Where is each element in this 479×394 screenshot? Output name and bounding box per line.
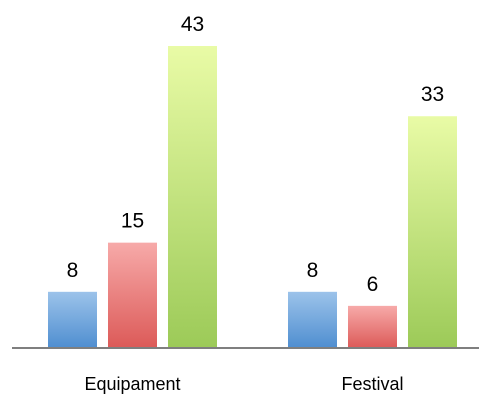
data-label-equipament-series-1: 8 xyxy=(67,259,79,282)
data-label-festival-series-3: 33 xyxy=(421,83,444,106)
data-label-equipament-series-2: 15 xyxy=(121,210,144,233)
data-label-festival-series-1: 8 xyxy=(307,259,319,282)
category-label-festival: Festival xyxy=(341,374,403,394)
bar-equipament-series-3 xyxy=(168,46,217,348)
bar-festival-series-2 xyxy=(348,305,397,348)
category-label-equipament: Equipament xyxy=(84,374,180,394)
category-labels-layer: Equipament Festival xyxy=(84,374,403,394)
bar-equipament-series-1 xyxy=(48,291,97,348)
data-label-festival-series-2: 6 xyxy=(367,273,379,296)
bar-festival-series-3 xyxy=(408,116,457,348)
data-label-equipament-series-3: 43 xyxy=(181,13,204,36)
bar-equipament-series-2 xyxy=(108,242,157,348)
bar-festival-series-1 xyxy=(288,291,337,348)
bars-layer xyxy=(48,46,457,348)
data-labels-layer: 8 15 43 8 6 33 xyxy=(67,13,445,296)
